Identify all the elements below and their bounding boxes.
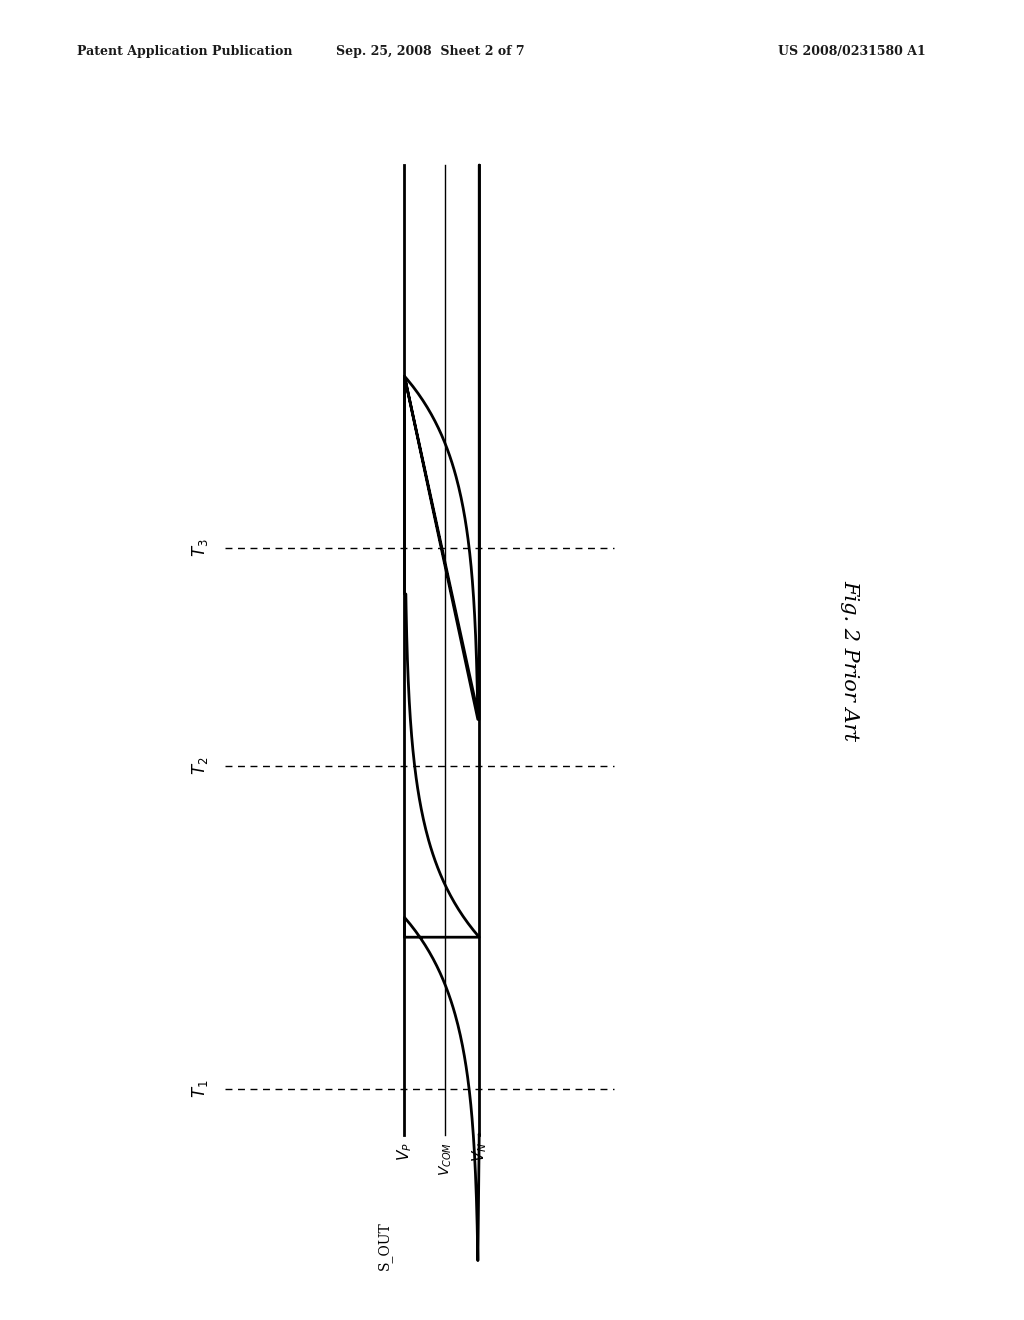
- Text: S_OUT: S_OUT: [377, 1221, 391, 1270]
- Text: $T_2$: $T_2$: [189, 756, 210, 775]
- Text: $T_1$: $T_1$: [189, 1080, 210, 1098]
- Text: $T_3$: $T_3$: [189, 539, 210, 557]
- Text: Fig. 2 Prior Art: Fig. 2 Prior Art: [841, 579, 859, 741]
- Text: US 2008/0231580 A1: US 2008/0231580 A1: [778, 45, 926, 58]
- Text: $V_N$: $V_N$: [470, 1142, 488, 1162]
- Text: $V_P$: $V_P$: [395, 1142, 414, 1160]
- Text: Patent Application Publication: Patent Application Publication: [77, 45, 292, 58]
- Text: Sep. 25, 2008  Sheet 2 of 7: Sep. 25, 2008 Sheet 2 of 7: [336, 45, 524, 58]
- Text: $V_{COM}$: $V_{COM}$: [437, 1142, 454, 1176]
